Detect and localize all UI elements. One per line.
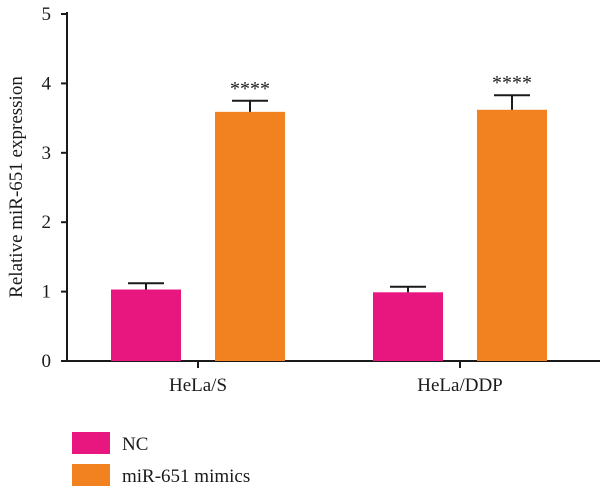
- significance-marker: ****: [230, 78, 270, 100]
- y-tick-label: 3: [42, 143, 52, 164]
- legend-label: NC: [122, 434, 148, 455]
- bar: [477, 109, 547, 361]
- legend-swatch: [72, 432, 110, 454]
- legend-label: miR-651 mimics: [122, 466, 250, 487]
- plot-area: 0 1 2 3 4 5 HeLa/S HeLa/DDP **** ****: [42, 4, 600, 396]
- y-tick-label: 5: [42, 4, 52, 25]
- x-category-label: HeLa/S: [169, 375, 227, 396]
- legend-swatch: [72, 464, 110, 486]
- y-tick-label: 2: [42, 212, 52, 233]
- y-axis-label: Relative miR-651 expression: [6, 76, 27, 298]
- y-tick-label: 1: [42, 282, 52, 303]
- bar: [373, 292, 443, 361]
- bar: [111, 289, 181, 361]
- significance-marker: ****: [492, 72, 532, 94]
- y-tick-label: 4: [42, 73, 52, 94]
- legend: NC miR-651 mimics: [72, 432, 250, 487]
- bar: [215, 111, 285, 361]
- x-category-label: HeLa/DDP: [417, 375, 502, 396]
- y-tick-label: 0: [42, 351, 52, 372]
